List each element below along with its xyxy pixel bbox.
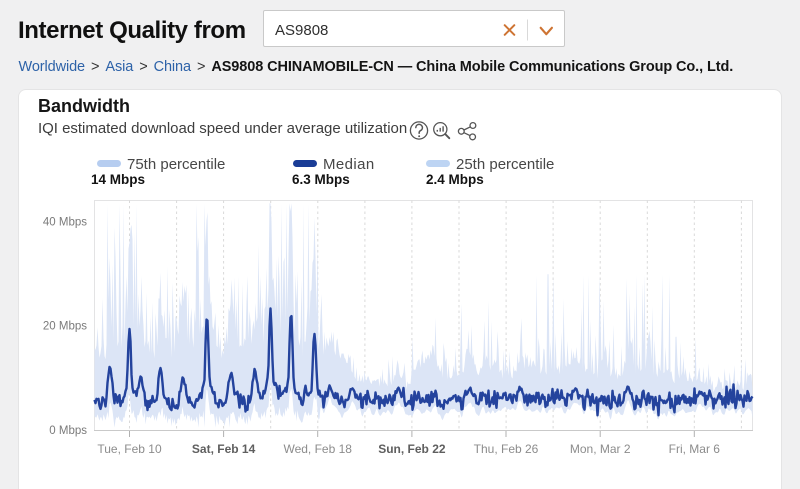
svg-text:Mon, Mar 2: Mon, Mar 2: [570, 442, 631, 456]
svg-text:0 Mbps: 0 Mbps: [49, 425, 87, 437]
svg-text:Tue, Feb 10: Tue, Feb 10: [97, 442, 162, 456]
svg-text:Sat, Feb 14: Sat, Feb 14: [192, 442, 256, 456]
svg-text:Fri, Mar 6: Fri, Mar 6: [669, 442, 721, 456]
svg-text:Thu, Feb 26: Thu, Feb 26: [474, 442, 539, 456]
svg-text:Wed, Feb 18: Wed, Feb 18: [283, 442, 352, 456]
svg-text:20 Mbps: 20 Mbps: [43, 321, 87, 333]
svg-text:40 Mbps: 40 Mbps: [43, 217, 87, 229]
svg-text:Sun, Feb 22: Sun, Feb 22: [378, 442, 446, 456]
